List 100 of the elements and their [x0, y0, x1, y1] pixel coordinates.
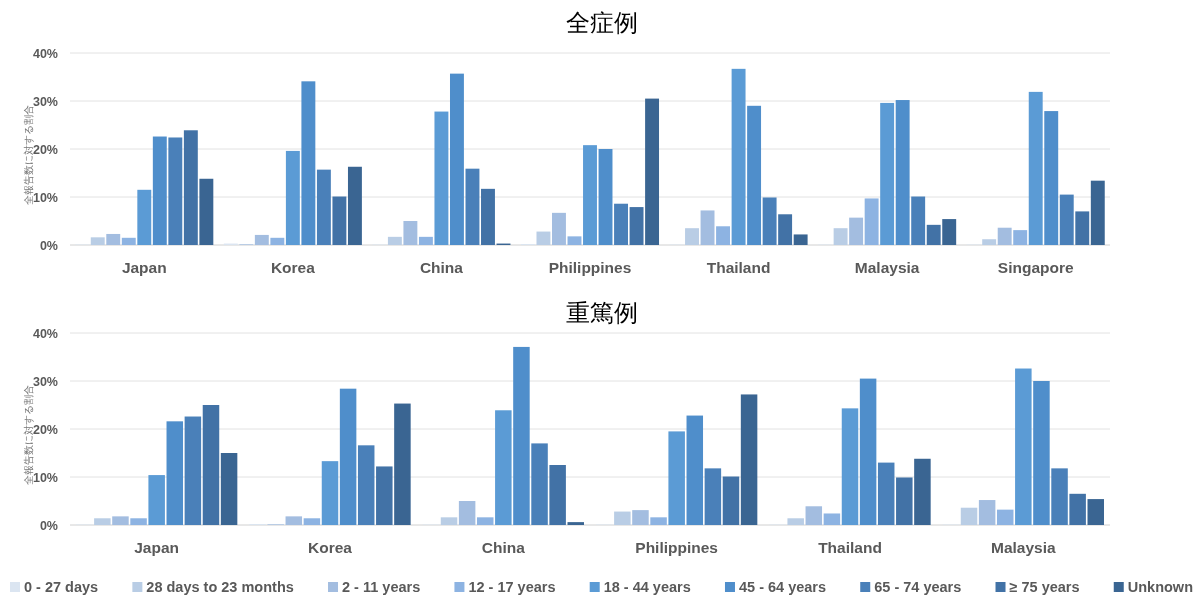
bar — [1033, 381, 1050, 525]
bar — [321, 461, 339, 525]
bar — [199, 178, 214, 245]
bar — [513, 346, 530, 525]
x-tick-label: China — [481, 539, 526, 556]
bar — [270, 237, 285, 245]
bar — [823, 513, 841, 525]
legend-label: 45 - 64 years — [738, 579, 827, 595]
bar — [220, 453, 238, 525]
x-tick-label: China — [419, 259, 464, 276]
bar — [495, 410, 512, 525]
bar — [440, 517, 458, 525]
bar — [841, 408, 859, 525]
bar — [168, 137, 183, 245]
bar — [926, 224, 941, 245]
bar — [301, 81, 316, 245]
bar — [787, 518, 804, 525]
bar — [567, 522, 584, 525]
bar — [896, 477, 913, 525]
bar — [978, 500, 996, 525]
legend-label: 12 - 17 years — [468, 579, 556, 595]
y-tick-label: 20% — [32, 422, 58, 437]
bar — [332, 196, 347, 245]
legend-label: ≥ 75 years — [1009, 579, 1080, 595]
bar — [106, 233, 121, 245]
y-tick-label: 0% — [39, 518, 58, 533]
x-tick-label: Thailand — [818, 539, 882, 556]
bar — [583, 145, 597, 245]
bar — [387, 236, 402, 245]
bar — [1015, 368, 1032, 525]
bar — [1090, 180, 1105, 245]
bar — [598, 149, 613, 245]
bar — [1059, 194, 1074, 245]
bar — [960, 507, 978, 525]
bar — [552, 212, 566, 245]
bar — [645, 98, 660, 245]
bar — [716, 226, 731, 245]
legend-label: 2 - 11 years — [342, 579, 421, 595]
chart-title: 重篤例 — [566, 299, 638, 327]
bar — [1087, 499, 1104, 525]
bar — [614, 511, 631, 525]
x-tick-label: Malaysia — [991, 539, 1057, 556]
bar — [740, 394, 758, 525]
bar — [339, 388, 357, 525]
x-tick-label: Philippines — [548, 259, 632, 276]
x-tick-label: Thailand — [706, 259, 771, 276]
bar — [254, 234, 269, 245]
bar — [458, 501, 476, 525]
bar — [895, 100, 910, 245]
bar — [747, 105, 762, 245]
x-tick-label: Malaysia — [854, 259, 920, 276]
bar — [877, 462, 895, 525]
legend-label: 0 - 27 days — [24, 579, 99, 595]
bar — [303, 518, 321, 525]
y-axis-title: 全報告数に対する割合 — [23, 105, 34, 205]
x-tick-label: Philippines — [635, 539, 719, 556]
bar — [997, 227, 1012, 245]
bar — [285, 150, 300, 245]
bar — [285, 516, 303, 525]
bar — [805, 506, 823, 525]
legend-label: Unknown — [1127, 579, 1193, 595]
bar — [394, 403, 411, 525]
bar — [793, 234, 808, 245]
bar — [1013, 230, 1028, 245]
bar — [700, 210, 715, 245]
bar — [982, 239, 997, 245]
bar — [90, 237, 105, 245]
bar — [942, 219, 957, 245]
legend-label: 65 - 74 years — [874, 579, 962, 595]
bar — [536, 231, 551, 245]
bar — [1051, 468, 1068, 525]
bar — [112, 516, 129, 525]
bar — [357, 445, 375, 525]
bar — [449, 73, 464, 245]
y-tick-label: 30% — [32, 374, 58, 389]
y-tick-label: 10% — [32, 190, 58, 205]
x-tick-label: Japan — [134, 539, 180, 556]
bar — [1044, 111, 1059, 245]
bar — [316, 169, 331, 245]
bar — [1028, 91, 1043, 245]
bar — [731, 68, 746, 245]
y-tick-label: 40% — [32, 326, 58, 341]
bar — [704, 468, 722, 525]
bar — [184, 416, 202, 525]
bar — [476, 517, 494, 525]
bar — [632, 510, 649, 525]
legend-label: 28 days to 23 months — [146, 579, 294, 595]
bar — [668, 431, 685, 525]
bar — [864, 198, 879, 245]
bar — [614, 203, 628, 245]
bar — [166, 421, 184, 525]
bar — [148, 475, 165, 525]
x-tick-label: Japan — [121, 259, 167, 276]
bar — [911, 196, 926, 245]
bar — [722, 476, 740, 525]
bar — [833, 228, 848, 245]
y-axis-title: 全報告数に対する割合 — [23, 385, 34, 485]
bar — [403, 221, 418, 245]
bar — [1075, 211, 1090, 245]
bar — [859, 378, 877, 525]
